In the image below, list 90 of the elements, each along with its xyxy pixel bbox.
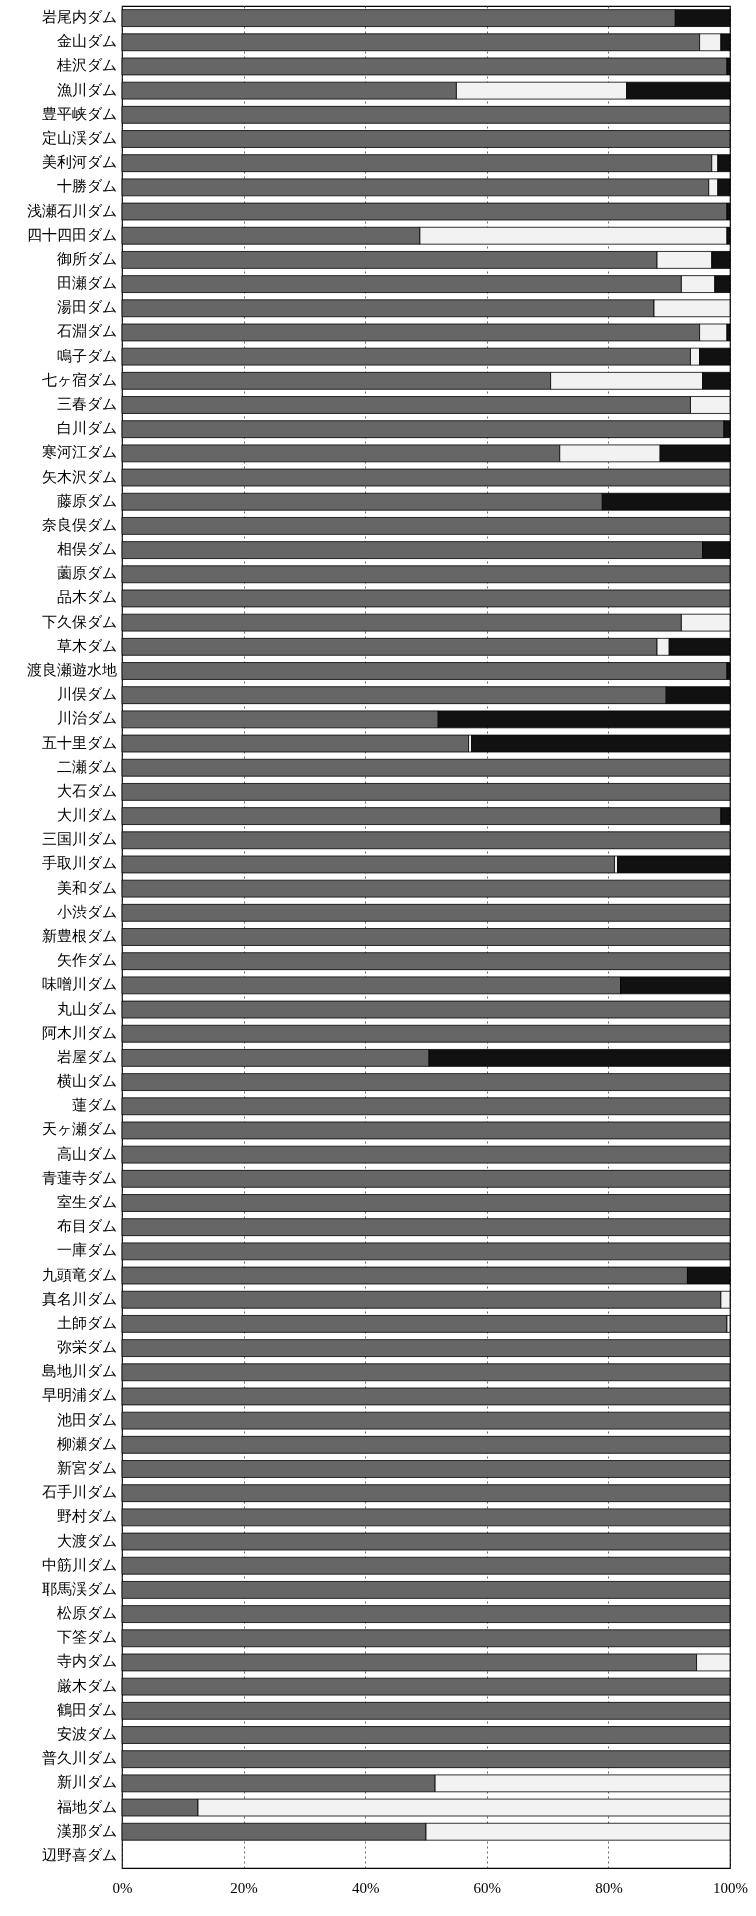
y-tick-label: 天ヶ瀬ダム bbox=[41, 1121, 117, 1138]
y-tick-label: 桂沢ダム bbox=[55, 57, 117, 74]
y-tick-label: 丸山ダム bbox=[56, 1000, 117, 1017]
bar bbox=[121, 1339, 731, 1357]
y-tick-label: 渡良瀬遊水地 bbox=[26, 662, 117, 678]
y-tick-label: 大渡ダム bbox=[56, 1532, 117, 1549]
y-tick-label: 野村ダム bbox=[56, 1508, 117, 1525]
x-tick-label: 100% bbox=[713, 1879, 748, 1896]
y-tick-label: 寺内ダム bbox=[56, 1653, 117, 1670]
x-tick-label: 40% bbox=[351, 1879, 380, 1896]
y-tick-label: 味噌川ダム bbox=[41, 976, 117, 993]
y-tick-label: 松原ダム bbox=[56, 1605, 117, 1622]
y-tick-label: 五十里ダム bbox=[41, 734, 117, 751]
y-tick-label: 福地ダム bbox=[56, 1798, 117, 1815]
y-tick-label: 早明浦ダム bbox=[41, 1387, 117, 1404]
y-tick-label: 三国川ダム bbox=[41, 831, 117, 848]
x-tick-label: 0% bbox=[112, 1879, 133, 1896]
y-tick-label: 藤原ダム bbox=[56, 492, 117, 509]
y-tick-label: 品木ダム bbox=[56, 589, 117, 606]
y-tick-label: 二瀬ダム bbox=[56, 758, 117, 775]
y-tick-label: 普久川ダム bbox=[41, 1750, 117, 1767]
y-tick-label: 白川ダム bbox=[56, 420, 117, 437]
y-tick-label: 三春ダム bbox=[56, 396, 117, 412]
y-tick-label: 青蓮寺ダム bbox=[41, 1169, 117, 1186]
y-tick-label: 辺野喜ダム bbox=[41, 1846, 117, 1863]
y-tick-label: 美和ダム bbox=[56, 879, 117, 896]
y-tick-label: 草木ダム bbox=[56, 637, 117, 654]
y-tick-label: 柳瀬ダム bbox=[56, 1435, 117, 1452]
y-tick-label: 阿木川ダム bbox=[41, 1024, 117, 1041]
y-tick-label: 金山ダム bbox=[56, 33, 117, 50]
y-tick-label: 川治ダム bbox=[56, 710, 117, 727]
y-tick-label: 下久保ダム bbox=[41, 613, 117, 630]
bar bbox=[121, 154, 713, 173]
y-tick-label: 布目ダム bbox=[56, 1218, 117, 1235]
y-tick-label: 漢那ダム bbox=[56, 1822, 117, 1839]
y-tick-label: 薗原ダム bbox=[56, 565, 117, 582]
y-tick-label: 島地川ダム bbox=[41, 1363, 117, 1380]
y-tick-label: 室生ダム bbox=[56, 1194, 117, 1210]
y-tick-label: 鳴子ダム bbox=[56, 347, 117, 364]
y-tick-label: 御所ダム bbox=[56, 250, 117, 267]
y-tick-label: 湯田ダム bbox=[56, 299, 117, 316]
bar bbox=[121, 1484, 731, 1503]
y-tick-label: 四十四田ダム bbox=[26, 226, 117, 243]
y-tick-label: 石手川ダム bbox=[41, 1484, 117, 1501]
y-tick-label: 石淵ダム bbox=[56, 323, 117, 340]
y-tick-label: 奈良俣ダム bbox=[41, 516, 117, 533]
y-tick-label: 新豊根ダム bbox=[41, 928, 117, 944]
y-tick-label: 耶馬渓ダム bbox=[41, 1580, 117, 1597]
y-tick-label: 十勝ダム bbox=[56, 178, 117, 195]
bar bbox=[121, 758, 731, 777]
x-tick-label: 80% bbox=[595, 1879, 623, 1896]
y-tick-label: 岩屋ダム bbox=[56, 1048, 117, 1065]
y-tick-label: 中筋川ダム bbox=[41, 1556, 117, 1573]
y-tick-label: 真名川ダム bbox=[41, 1290, 117, 1307]
bar bbox=[121, 903, 731, 922]
y-tick-label: 定山渓ダム bbox=[41, 130, 117, 146]
y-tick-label: 大川ダム bbox=[56, 807, 117, 824]
y-tick-label: 川俣ダム bbox=[56, 686, 117, 703]
y-tick-label: 一庫ダム bbox=[56, 1242, 117, 1259]
y-tick-label: 土師ダム bbox=[56, 1314, 117, 1331]
y-tick-label: 新川ダム bbox=[56, 1774, 117, 1791]
y-tick-label: 池田ダム bbox=[56, 1411, 117, 1428]
bar bbox=[121, 1194, 731, 1212]
y-tick-label: 手取川ダム bbox=[41, 855, 117, 872]
y-tick-label: 厳木ダム bbox=[56, 1677, 117, 1694]
y-tick-label: 寒河江ダム bbox=[41, 444, 117, 461]
y-tick-label: 高山ダム bbox=[56, 1145, 117, 1162]
y-tick-label: 蓮ダム bbox=[71, 1097, 117, 1114]
y-tick-label: 七ヶ宿ダム bbox=[41, 371, 117, 388]
y-tick-label: 大石ダム bbox=[56, 782, 117, 799]
x-tick-label: 20% bbox=[230, 1879, 258, 1896]
y-tick-label: 横山ダム bbox=[56, 1073, 117, 1090]
y-tick-label: 矢作ダム bbox=[56, 952, 117, 969]
y-tick-label: 鶴田ダム bbox=[56, 1701, 117, 1718]
y-tick-label: 九頭竜ダム bbox=[41, 1266, 117, 1283]
x-tick-label: 60% bbox=[473, 1879, 502, 1896]
y-tick-label: 弥栄ダム bbox=[56, 1339, 117, 1356]
y-tick-label: 矢木沢ダム bbox=[41, 468, 117, 485]
y-tick-label: 新宮ダム bbox=[56, 1460, 117, 1476]
y-tick-label: 豊平峡ダム bbox=[41, 105, 117, 122]
bar bbox=[121, 1629, 731, 1648]
y-tick-label: 漁川ダム bbox=[56, 81, 117, 98]
y-tick-label: 相俣ダム bbox=[56, 541, 117, 558]
y-tick-label: 浅瀬石川ダム bbox=[26, 202, 117, 219]
y-tick-label: 田瀬ダム bbox=[56, 275, 117, 292]
y-tick-label: 美利河ダム bbox=[41, 154, 117, 171]
y-tick-label: 小渋ダム bbox=[56, 903, 117, 920]
y-tick-label: 岩尾内ダム bbox=[41, 9, 117, 26]
y-tick-label: 下筌ダム bbox=[56, 1629, 117, 1646]
y-tick-label: 安波ダム bbox=[56, 1726, 117, 1742]
